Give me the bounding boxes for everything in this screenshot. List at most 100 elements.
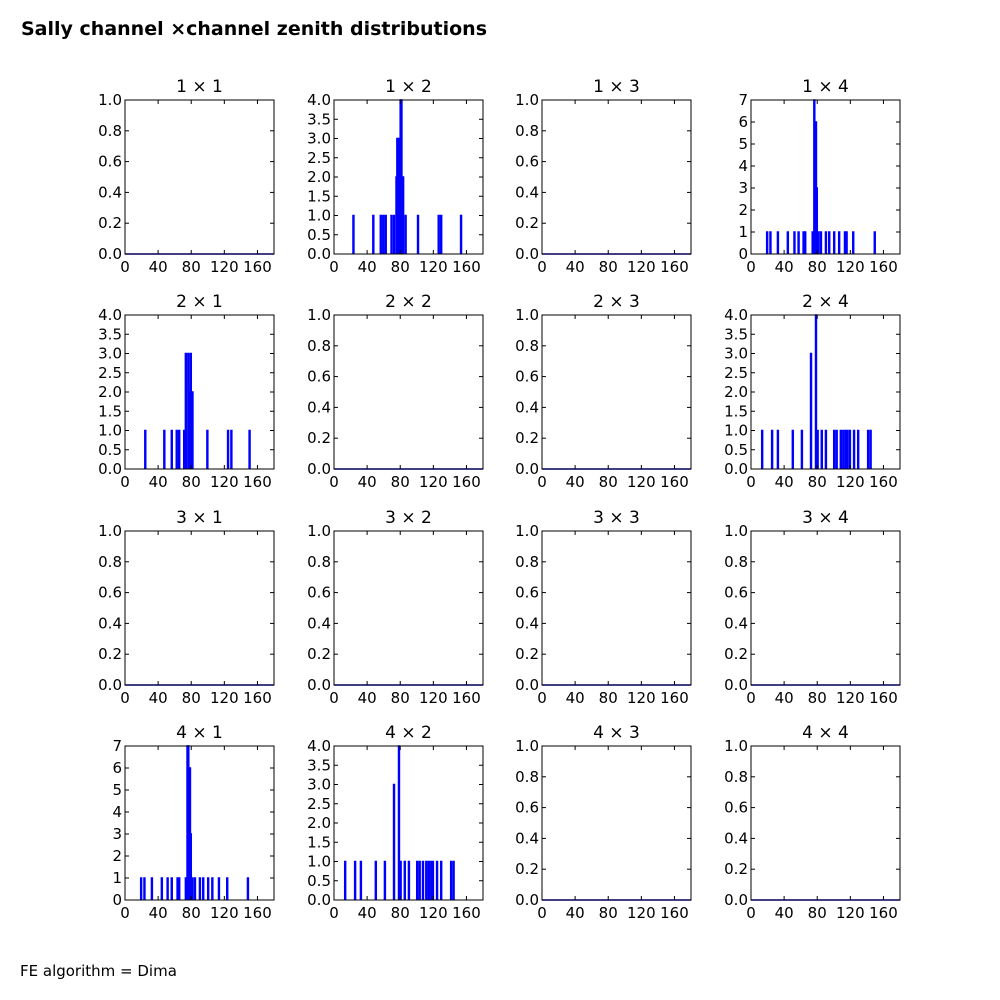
x-tick-label: 40 [566, 689, 585, 707]
histogram-bar [848, 429, 852, 469]
histogram-bar [852, 231, 855, 254]
histogram-bar [832, 429, 836, 469]
subplot-2-3: 2 × 3 0 40 80 120 160 0.0 0.2 0.4 0.6 0.8 1.0 [515, 292, 692, 491]
y-tick-label: 1 [738, 223, 748, 241]
y-tick-label: 0.0 [515, 676, 539, 694]
histogram-bar [435, 860, 439, 900]
y-tick-label: 0.0 [515, 245, 539, 263]
histogram-bar [193, 877, 197, 900]
subplot-2-4: 2 × 4 0 40 80 120 160 0.00.51.0 1.52.02.53.0 3.5… [724, 292, 901, 491]
x-tick-label: 0 [537, 689, 547, 707]
x-tick-label: 0 [120, 904, 130, 922]
y-tick-label: 4 [738, 157, 748, 175]
y-tick-label: 0.4 [515, 183, 539, 201]
histogram-bar [372, 214, 375, 254]
y-tick-label: 0.2 [515, 429, 539, 447]
x-tick-label: 160 [452, 258, 481, 276]
x-tick-label: 40 [358, 689, 377, 707]
histogram-bar [802, 231, 805, 254]
x-tick-label: 120 [210, 904, 239, 922]
y-tick-label: 0.5 [307, 226, 331, 244]
axes-frame [541, 314, 692, 470]
x-tick-label: 40 [149, 473, 168, 491]
axes-frame [750, 530, 901, 686]
histogram-bar [844, 429, 847, 469]
algorithm-note: FE algorithm = Dima [20, 962, 177, 980]
x-tick-label: 0 [329, 258, 339, 276]
histogram-bar [842, 429, 845, 469]
y-tick-label: 0.4 [307, 614, 331, 632]
x-tick-label: 160 [452, 473, 481, 491]
histogram-bar [226, 429, 230, 469]
x-tick-label: 80 [599, 258, 618, 276]
x-tick-label: 80 [391, 904, 410, 922]
y-tick-label: 0.0 [98, 460, 122, 478]
x-tick-label: 40 [149, 258, 168, 276]
x-tick-label: 0 [746, 904, 756, 922]
y-tick-label: 2.5 [98, 364, 122, 382]
histogram-bar [150, 877, 154, 900]
axes-frame [750, 99, 901, 255]
histogram-bar [230, 429, 233, 469]
x-tick-label: 40 [775, 904, 794, 922]
x-tick-label: 160 [243, 689, 272, 707]
y-tick-label: 0.6 [98, 153, 122, 171]
y-tick-label: 0.6 [724, 799, 748, 817]
y-tick-label: 4 [112, 803, 122, 821]
y-tick-label: 0.2 [515, 860, 539, 878]
histogram-bar [832, 231, 836, 254]
histogram-bar [399, 860, 402, 900]
x-tick-label: 160 [660, 473, 689, 491]
y-tick-label: 0.8 [515, 337, 539, 355]
subplot-2-2: 2 × 2 0 40 80 120 160 0.0 0.2 0.4 0.6 0.8 1.0 [307, 292, 484, 491]
histogram-bar [415, 860, 419, 900]
x-tick-label: 120 [836, 689, 865, 707]
y-tick-label: 0.4 [515, 398, 539, 416]
histogram-bar [189, 833, 193, 900]
subplot-title: 4 × 3 [593, 723, 640, 743]
y-tick-label: 2.5 [724, 364, 748, 382]
subplot-1-3: 1 × 3 0 40 80 120 160 0.0 0.2 0.4 0.6 0.8 1.0 [515, 77, 692, 276]
histogram-bar [846, 429, 849, 469]
histogram-bar [416, 214, 420, 254]
y-tick-label: 3.0 [724, 345, 748, 363]
y-tick-label: 2.0 [98, 383, 122, 401]
x-tick-label: 0 [329, 689, 339, 707]
x-tick-label: 80 [808, 904, 827, 922]
x-tick-label: 40 [149, 904, 168, 922]
x-tick-label: 160 [869, 473, 898, 491]
histogram-bar [382, 214, 385, 254]
y-tick-label: 1.0 [307, 853, 331, 871]
histogram-bar [191, 391, 194, 469]
histogram-bar [407, 860, 411, 900]
x-tick-label: 0 [120, 689, 130, 707]
histogram-bar [459, 214, 463, 254]
x-tick-label: 80 [391, 473, 410, 491]
y-tick-label: 3 [112, 825, 122, 843]
histogram-bar [820, 429, 823, 469]
subplot-title: 2 × 1 [176, 292, 223, 312]
x-tick-label: 40 [566, 258, 585, 276]
x-tick-label: 120 [210, 258, 239, 276]
subplot-title: 1 × 4 [802, 77, 849, 97]
x-tick-label: 160 [660, 689, 689, 707]
y-tick-label: 1.0 [98, 522, 122, 540]
y-tick-label: 0.2 [724, 645, 748, 663]
subplot-3-3: 3 × 3 0 40 80 120 160 0.0 0.2 0.4 0.6 0.8 1.0 [515, 508, 692, 707]
histogram-bar [814, 314, 818, 469]
y-tick-label: 7 [112, 737, 122, 755]
histogram-bar [352, 214, 355, 254]
x-tick-label: 160 [452, 904, 481, 922]
y-tick-label: 0.4 [307, 398, 331, 416]
y-tick-label: 0 [738, 245, 748, 263]
y-tick-label: 1.5 [98, 402, 122, 420]
y-tick-label: 4.0 [724, 306, 748, 324]
x-tick-label: 40 [566, 473, 585, 491]
x-tick-label: 160 [452, 689, 481, 707]
histogram-bar [819, 231, 823, 254]
x-tick-label: 80 [808, 258, 827, 276]
y-tick-label: 0.0 [724, 460, 748, 478]
x-tick-label: 0 [746, 689, 756, 707]
x-tick-label: 40 [358, 904, 377, 922]
x-tick-label: 160 [660, 258, 689, 276]
